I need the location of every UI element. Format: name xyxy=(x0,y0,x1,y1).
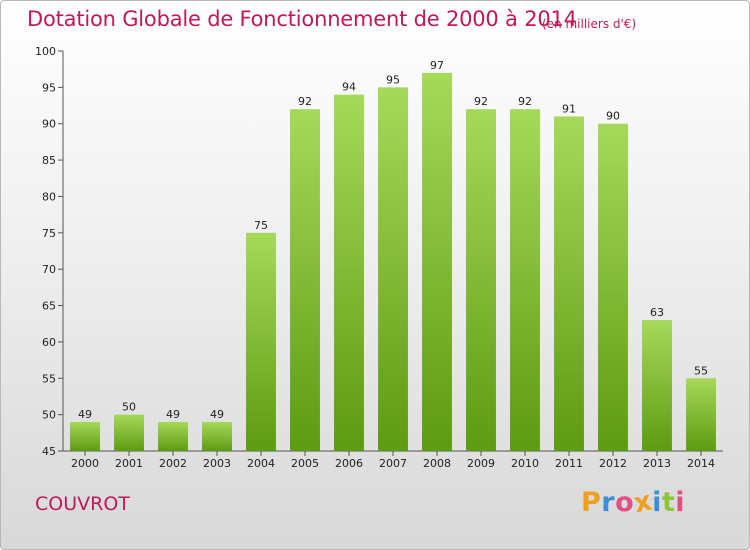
x-tick-label: 2013 xyxy=(643,457,671,470)
x-tick-label: 2014 xyxy=(687,457,715,470)
x-tick-label: 2011 xyxy=(555,457,583,470)
x-tick-label: 2009 xyxy=(467,457,495,470)
data-label: 90 xyxy=(606,110,620,123)
y-tick-label: 55 xyxy=(42,372,56,385)
data-label: 91 xyxy=(562,102,576,115)
chart-subtitle: (en milliers d'€) xyxy=(542,17,637,31)
y-tick-label: 95 xyxy=(42,81,56,94)
data-label: 92 xyxy=(518,95,532,108)
bar xyxy=(378,87,408,451)
y-tick-label: 60 xyxy=(42,336,56,349)
data-label: 95 xyxy=(386,73,400,86)
x-tick-label: 2005 xyxy=(291,457,319,470)
data-label: 49 xyxy=(166,408,180,421)
logo-letter: r xyxy=(601,487,616,518)
bars-group xyxy=(70,72,716,452)
bar xyxy=(202,421,232,451)
bar xyxy=(334,94,364,452)
y-tick-label: 85 xyxy=(42,154,56,167)
bar xyxy=(422,72,452,452)
x-tick-label: 2008 xyxy=(423,457,451,470)
logo-letter: i xyxy=(675,487,686,518)
y-tick-label: 50 xyxy=(42,409,56,422)
bar xyxy=(114,414,144,451)
bar xyxy=(466,109,496,451)
data-label: 49 xyxy=(78,408,92,421)
bar xyxy=(510,109,540,451)
data-label: 92 xyxy=(298,95,312,108)
bar xyxy=(70,421,100,451)
commune-name: COUVROT xyxy=(35,493,130,515)
logo-letter: t xyxy=(661,487,676,518)
bar xyxy=(290,109,320,451)
data-label: 63 xyxy=(650,306,664,319)
bar xyxy=(598,123,628,452)
data-label: 49 xyxy=(210,408,224,421)
bar xyxy=(246,232,276,451)
bar xyxy=(554,116,584,452)
x-tick-label: 2010 xyxy=(511,457,539,470)
data-label: 50 xyxy=(122,401,136,414)
y-tick-label: 75 xyxy=(42,227,56,240)
y-tick-label: 65 xyxy=(42,300,56,313)
x-tick-label: 2000 xyxy=(71,457,99,470)
y-tick-label: 90 xyxy=(42,118,56,131)
x-tick-label: 2006 xyxy=(335,457,363,470)
labels-group: 2000 49 2001 50 2002 49 2003 49 2004 75 2005 92 2006… xyxy=(71,59,715,470)
proxiti-logo[interactable]: Proxiti xyxy=(581,485,686,519)
data-label: 92 xyxy=(474,95,488,108)
x-tick-label: 2003 xyxy=(203,457,231,470)
y-tick-label: 100 xyxy=(35,45,56,58)
data-label: 97 xyxy=(430,59,444,72)
y-tick-label: 80 xyxy=(42,190,56,203)
x-tick-label: 2002 xyxy=(159,457,187,470)
data-label: 55 xyxy=(694,364,708,377)
bar xyxy=(642,320,672,451)
y-tick-label: 70 xyxy=(42,263,56,276)
chart-title: Dotation Globale de Fonctionnement de 20… xyxy=(27,7,577,31)
y-tick-label: 45 xyxy=(42,445,56,458)
x-tick-label: 2012 xyxy=(599,457,627,470)
axes: 45 50 55 60 65 70 75 80 85 90 95 100 xyxy=(35,45,723,458)
data-label: 75 xyxy=(254,219,268,232)
data-label: 94 xyxy=(342,81,356,94)
bar xyxy=(686,378,716,451)
logo-letter: i xyxy=(652,487,662,518)
logo-letter: o xyxy=(615,487,635,518)
x-tick-label: 2004 xyxy=(247,457,275,470)
bar xyxy=(158,421,188,451)
x-tick-label: 2007 xyxy=(379,457,407,470)
x-tick-label: 2001 xyxy=(115,457,143,470)
logo-letter: P xyxy=(581,487,602,518)
